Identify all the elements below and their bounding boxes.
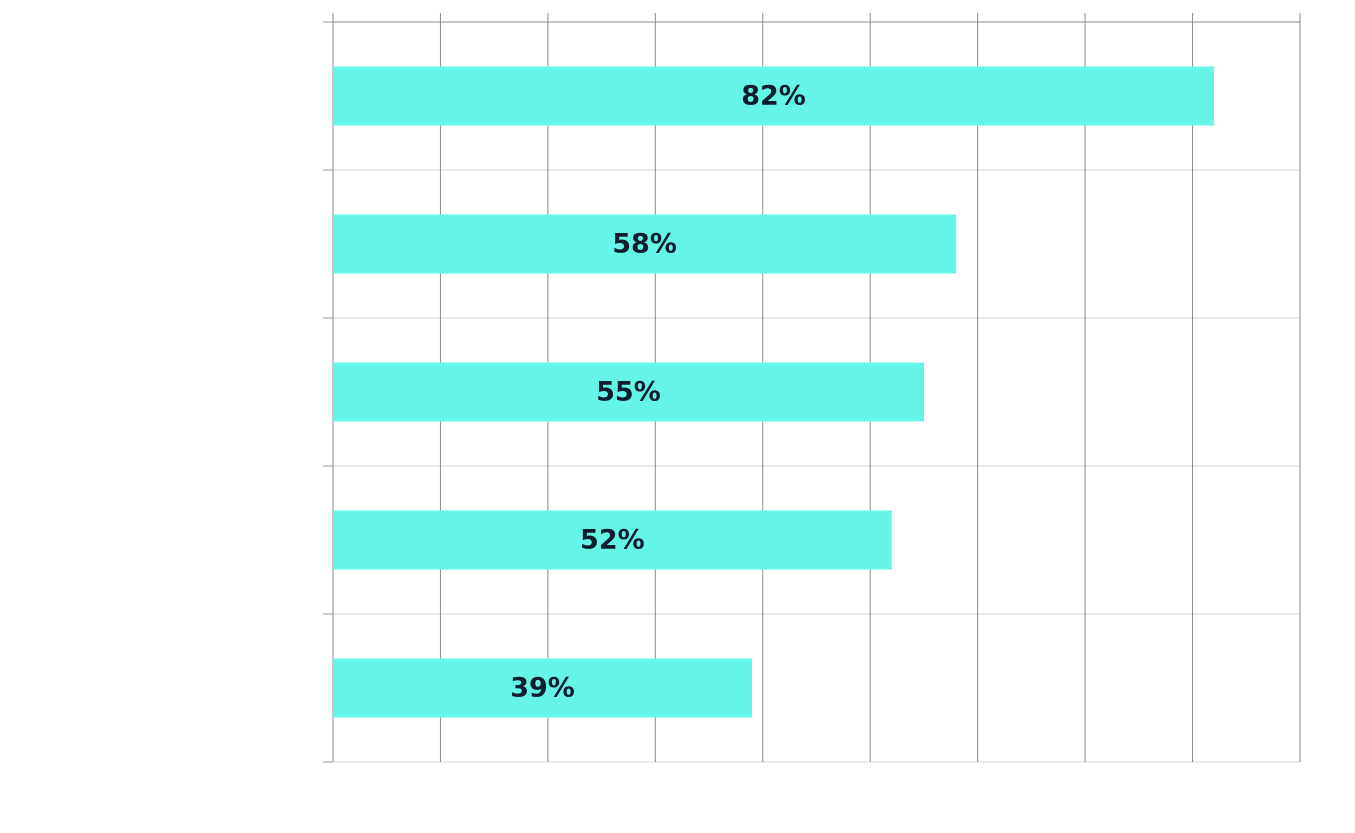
bar [333,214,957,274]
bar [333,658,753,718]
bar-value-label: 55% [596,377,661,408]
bars: 82% 58% 55% 52% 39% [333,66,1215,718]
bar-value-label: 52% [580,525,645,556]
bar-value-label: 58% [612,229,677,260]
bar [333,66,1215,126]
bar-value-label: 39% [510,673,575,704]
bar [333,362,924,422]
bar [333,510,892,570]
bar-value-label: 82% [741,81,806,112]
